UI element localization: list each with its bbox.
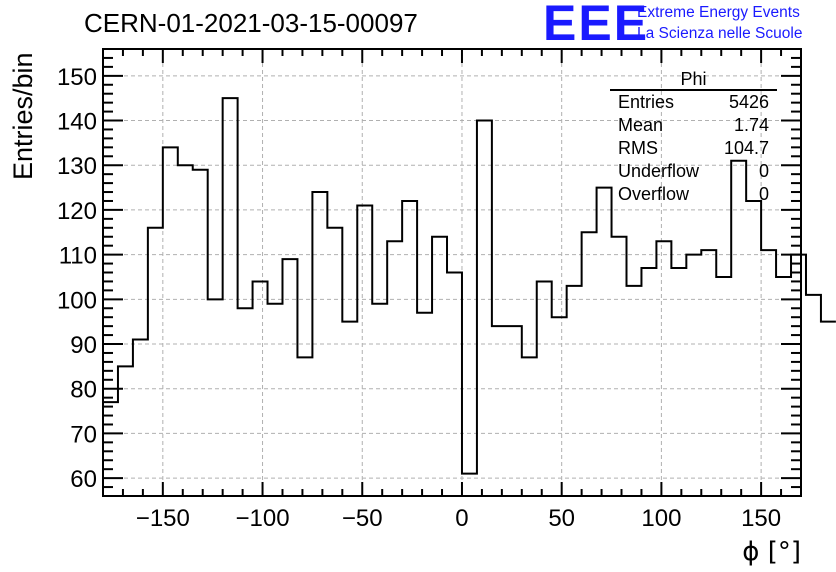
stats-label: RMS: [618, 138, 658, 158]
stats-label: Overflow: [618, 184, 690, 204]
stats-box: Phi Entries 5426 Mean 1.74 RMS 104.7 Und…: [610, 69, 777, 206]
stats-label: Mean: [618, 115, 664, 135]
chart-title: CERN-01-2021-03-15-00097: [84, 8, 418, 38]
stats-value: 104.7: [723, 138, 769, 158]
stats-title: Phi: [610, 69, 777, 91]
stats-label: Entries: [618, 92, 675, 112]
x-tick-label: −100: [236, 505, 290, 532]
stats-value: 1.74: [733, 115, 769, 135]
y-tick-label: 90: [70, 332, 97, 359]
y-axis-label: Entries/bin: [8, 52, 38, 180]
x-axis-label: ϕ [°]: [742, 537, 801, 567]
logo-line-2: La Scienza nelle Scuole: [637, 25, 803, 42]
stats-row-underflow: Underflow 0: [610, 160, 777, 183]
stats-row-mean: Mean 1.74: [610, 114, 777, 137]
y-tick-labels: 60 70 80 90 100 110 120 130 140 150: [57, 64, 97, 493]
x-tick-label: −50: [342, 505, 383, 532]
stats-label: Underflow: [618, 161, 700, 181]
y-tick-label: 60: [70, 466, 97, 493]
stats-row-entries: Entries 5426: [610, 91, 777, 114]
y-tick-label: 80: [70, 377, 97, 404]
logo-line-1: Extreme Energy Events: [637, 4, 800, 21]
x-tick-label: 50: [548, 505, 575, 532]
x-tick-label: 0: [455, 505, 468, 532]
y-tick-label: 150: [57, 64, 97, 91]
stats-value: 0: [758, 184, 769, 204]
y-tick-label: 140: [57, 109, 97, 136]
histogram-series: [103, 97, 836, 475]
stats-row-overflow: Overflow 0: [610, 183, 777, 206]
x-tick-label: 150: [741, 505, 781, 532]
y-tick-label: 130: [57, 153, 97, 180]
y-tick-label: 100: [57, 287, 97, 314]
x-tick-labels: −150 −100 −50 0 50 100 150: [136, 505, 781, 532]
stats-value: 5426: [728, 92, 769, 112]
x-tick-label: 100: [641, 505, 681, 532]
eee-logo: EEE: [543, 0, 650, 51]
stats-row-rms: RMS 104.7: [610, 137, 777, 160]
x-tick-label: −150: [136, 505, 190, 532]
y-tick-label: 120: [57, 198, 97, 225]
y-tick-label: 70: [70, 421, 97, 448]
axis-ticks: [103, 49, 802, 496]
y-tick-label: 110: [59, 243, 97, 270]
stats-value: 0: [758, 161, 769, 181]
